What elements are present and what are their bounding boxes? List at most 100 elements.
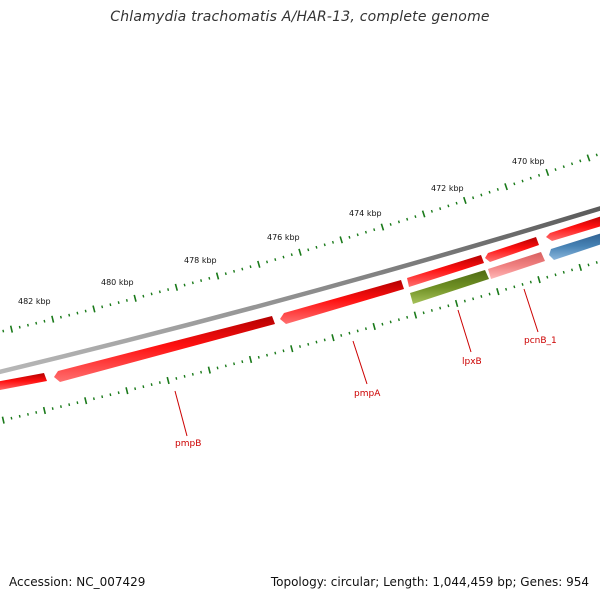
cds-arrow[interactable] xyxy=(407,255,484,287)
genome-backbone xyxy=(0,206,600,375)
major-tick xyxy=(51,315,55,323)
pmpB-leader xyxy=(174,390,188,437)
minor-tick xyxy=(10,416,13,420)
minor-tick xyxy=(59,315,62,319)
cds-arrow[interactable] xyxy=(546,215,600,241)
minor-tick xyxy=(529,176,532,180)
minor-tick xyxy=(290,253,293,257)
minor-tick xyxy=(513,285,516,289)
cds-arrow[interactable] xyxy=(0,373,47,391)
minor-tick xyxy=(348,235,351,239)
minor-tick xyxy=(233,362,236,366)
minor-tick xyxy=(134,387,137,391)
minor-tick xyxy=(35,321,38,325)
minor-tick xyxy=(463,299,466,303)
minor-tick xyxy=(241,267,244,271)
minor-tick xyxy=(587,263,590,267)
minor-tick xyxy=(579,159,582,163)
gene-label-pmpA[interactable]: pmpA xyxy=(354,389,381,399)
minor-tick xyxy=(175,376,178,380)
minor-tick xyxy=(274,351,277,355)
minor-tick xyxy=(307,248,310,252)
minor-tick xyxy=(570,162,574,166)
minor-tick xyxy=(472,297,475,301)
minor-tick xyxy=(364,327,367,331)
minor-tick xyxy=(472,196,475,200)
minor-tick xyxy=(265,260,269,264)
minor-tick xyxy=(348,331,351,335)
minor-tick xyxy=(570,268,574,272)
minor-tick xyxy=(430,209,433,213)
major-tick xyxy=(9,325,14,333)
minor-tick xyxy=(447,204,450,208)
minor-tick xyxy=(117,301,120,305)
minor-tick xyxy=(488,292,491,296)
gene-lpxB-arrow[interactable] xyxy=(410,270,489,304)
major-tick xyxy=(125,387,129,395)
cds-arrow[interactable] xyxy=(549,232,600,260)
minor-tick xyxy=(595,153,598,157)
minor-tick xyxy=(191,281,194,285)
minor-tick xyxy=(68,313,71,317)
lpxB-leader xyxy=(457,309,472,353)
major-tick xyxy=(504,183,508,191)
major-tick xyxy=(339,236,344,244)
minor-tick xyxy=(389,320,392,324)
minor-tick xyxy=(298,345,302,348)
minor-tick xyxy=(554,168,557,172)
minor-tick xyxy=(356,233,359,237)
minor-tick xyxy=(158,381,161,384)
major-tick xyxy=(215,272,220,280)
minor-tick xyxy=(26,412,29,416)
minor-tick xyxy=(521,283,524,286)
minor-tick xyxy=(373,228,376,232)
major-tick xyxy=(207,366,211,374)
major-tick xyxy=(454,299,459,308)
minor-tick xyxy=(183,374,186,378)
minor-tick xyxy=(521,179,524,183)
minor-tick xyxy=(447,304,450,308)
minor-tick xyxy=(158,290,161,294)
minor-tick xyxy=(167,288,170,292)
cds-arrow[interactable] xyxy=(485,237,539,262)
minor-tick xyxy=(480,294,483,298)
minor-tick xyxy=(307,342,310,346)
minor-tick xyxy=(150,292,153,296)
major-tick xyxy=(380,223,385,231)
minor-tick xyxy=(331,240,335,244)
minor-tick xyxy=(84,309,87,313)
major-tick xyxy=(372,322,376,331)
gene-labels: pmpB pmpA lpxB pcnB_1 xyxy=(175,336,557,449)
gene-label-pcnB_1[interactable]: pcnB_1 xyxy=(524,336,557,346)
minor-tick xyxy=(68,403,71,407)
gene-pmpA-arrow[interactable] xyxy=(280,280,404,324)
ruler-label-476: 476 kbp xyxy=(267,233,300,242)
minor-tick xyxy=(76,401,79,405)
gene-pcnB_1-arrow[interactable] xyxy=(488,252,545,279)
minor-tick xyxy=(430,309,433,312)
inner-tick-ring xyxy=(1,261,598,424)
minor-tick xyxy=(513,182,516,186)
minor-tick xyxy=(455,201,458,205)
minor-tick xyxy=(439,306,442,310)
map-title: Chlamydia trachomatis A/HAR-13, complete… xyxy=(110,9,490,25)
minor-tick xyxy=(18,414,21,418)
minor-tick xyxy=(562,270,565,274)
major-tick xyxy=(290,345,294,353)
gene-pmpB-arrow[interactable] xyxy=(54,316,275,382)
gene-label-pmpB[interactable]: pmpB xyxy=(175,439,201,449)
major-tick xyxy=(578,263,583,272)
minor-tick xyxy=(59,405,62,409)
minor-tick xyxy=(43,319,46,323)
minor-tick xyxy=(224,364,227,368)
minor-tick xyxy=(150,383,153,387)
major-tick xyxy=(298,248,302,256)
ruler-label-480: 480 kbp xyxy=(101,278,134,287)
minor-tick xyxy=(125,299,128,302)
gene-label-lpxB[interactable]: lpxB xyxy=(462,357,482,367)
accession-text: Accession: NC_007429 xyxy=(9,575,146,589)
minor-tick xyxy=(200,370,203,374)
major-tick xyxy=(248,355,253,364)
gene-label-leaders xyxy=(174,288,539,437)
